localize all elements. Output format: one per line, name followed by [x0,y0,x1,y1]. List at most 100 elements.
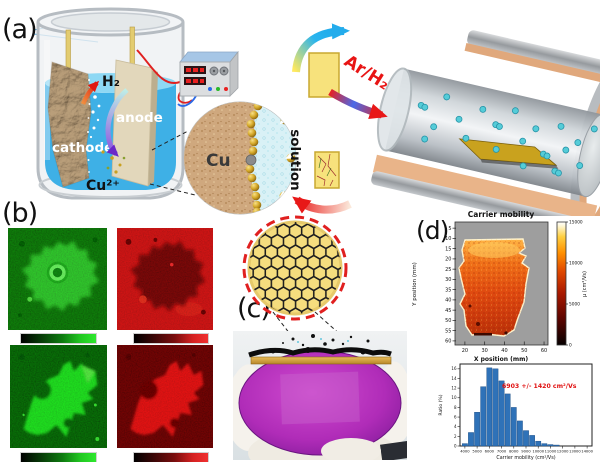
wafer-photo [233,331,407,460]
map-y-tick: 35 [445,287,451,293]
fluorescence-image-green-2 [10,345,107,448]
fluorescence-image-red-2 [117,345,213,448]
map-ylabel: Y position (mm) [412,262,418,307]
map-title: Carrier mobility [468,210,535,219]
deposition-sparkles [86,79,101,173]
map-colorbar-label: μ (cm²/Vs) [582,271,588,297]
inset-solution-label: solution [287,129,303,191]
map-x-tick: 60 [541,348,547,354]
cycle-arrow-red-icon [292,196,352,214]
histogram-x-tick: 12000 [557,450,569,454]
furnace-top-shell [467,30,600,91]
cycle-arrow-blue-icon [292,23,350,73]
h2-arrow-icon [80,80,100,105]
histogram-y-tick: 2 [454,434,457,439]
histogram-bar [480,386,487,447]
anode-label: anode [116,110,163,126]
histogram-y-tick: 8 [454,405,457,410]
map-y-tick: 55 [445,328,451,334]
histogram-bar [529,435,535,447]
histogram-x-tick: 8000 [509,450,519,454]
histogram-y-tick: 6 [454,414,457,419]
map-y-tick: 10 [445,236,451,242]
histogram-bar [486,367,493,447]
histogram-annotation: 6903 +/- 1420 cm²/Vs [502,383,577,390]
wire-blue [177,95,197,107]
panel-b-label: (b) [2,198,38,229]
furnace-bottom-shell [372,154,598,216]
impurity-atom [245,154,257,166]
map-y-tick: 60 [445,339,451,345]
map-y-tick: 40 [445,298,451,304]
h2-label: H₂ [102,74,120,90]
histogram-ylabel: Ratio (%) [438,394,444,415]
histogram-x-tick: 6000 [485,450,495,454]
map-y-tick: 5 [448,226,451,232]
histogram-xlabel: Carrier mobility (cm²/Vs) [496,455,555,461]
histogram-bar [474,412,480,447]
histogram-bar [523,430,529,447]
histogram-x-tick: 4000 [460,450,470,454]
cu-foil-in-furnace [458,138,558,166]
histogram-x-tick: 11000 [545,450,557,454]
gas-label: Ar/H₂ [340,51,393,94]
map-y-tick: 20 [445,257,451,263]
inset-cu-label: Cu [206,151,231,171]
map-y-tick: 45 [445,308,451,314]
red-colorbar [133,333,209,344]
histogram-bar [541,443,548,447]
histogram-y-tick: 12 [451,386,457,391]
histogram-bar [492,368,499,447]
graphene-on-cu-schematic [248,334,392,365]
ion-specks [101,150,126,174]
histogram-x-tick: 14000 [581,450,593,454]
map-x-tick: 20 [462,348,468,354]
gas-inlet-arrow-icon [328,88,388,120]
histogram-x-tick: 5000 [472,450,482,454]
glove-thumb [321,438,381,460]
histogram-x-tick: 13000 [569,450,581,454]
histogram-y-tick: 0 [454,443,457,448]
histogram-y-tick: 4 [454,424,457,429]
interface-gold-atoms [245,102,263,214]
cu-foil-clean [308,52,340,98]
mobility-histogram: 4000 5000 6000 7000 8000 9000 10000 11000 12000 1… [438,363,594,461]
histogram-y-tick: 16 [451,366,457,371]
histogram-bar [498,380,505,447]
histogram-y-tick: 10 [451,395,457,400]
cathode: cathode [47,61,113,188]
fluorescence-image-red-1 [117,228,213,330]
map-y-tick: 30 [445,277,451,283]
histogram-x-tick: 7000 [497,450,507,454]
histogram-x-tick: 9000 [521,450,531,454]
map-y-tick: 15 [445,246,451,252]
map-y-tick: 25 [445,267,451,273]
histogram-bar [517,420,523,447]
map-x-tick: 30 [481,348,487,354]
green-colorbar-2 [20,452,97,462]
cu-foil-grown [314,151,340,189]
histogram-x-tick: 10000 [532,450,544,454]
cathode-label: cathode [52,140,113,156]
wire-red [136,49,181,84]
panel-a-label: (a) [2,14,38,45]
gas-molecules [417,93,598,177]
histogram-bar [547,444,554,447]
inset-connector-lines [149,130,196,196]
dashed-circle-icon [242,215,348,321]
map-xlabel: X position (mm) [474,356,528,363]
green-colorbar [20,333,97,344]
histogram-bar [462,443,468,447]
panel-d-label: (d) [416,216,449,245]
graphene-film-patch [280,371,360,425]
histogram-bar [553,444,560,447]
map-x-tick: 40 [501,348,507,354]
map-y-tick: 50 [445,318,451,324]
histogram-bar [510,407,517,447]
histogram-bar [468,432,474,447]
carrier-mobility-map: Carrier mobility 5 10 15 20 25 30 35 40 45 50 55 60… [412,210,588,363]
sleeve [380,440,407,460]
map-colorbar-tick: 10000 [569,261,583,267]
map-colorbar [556,221,567,346]
